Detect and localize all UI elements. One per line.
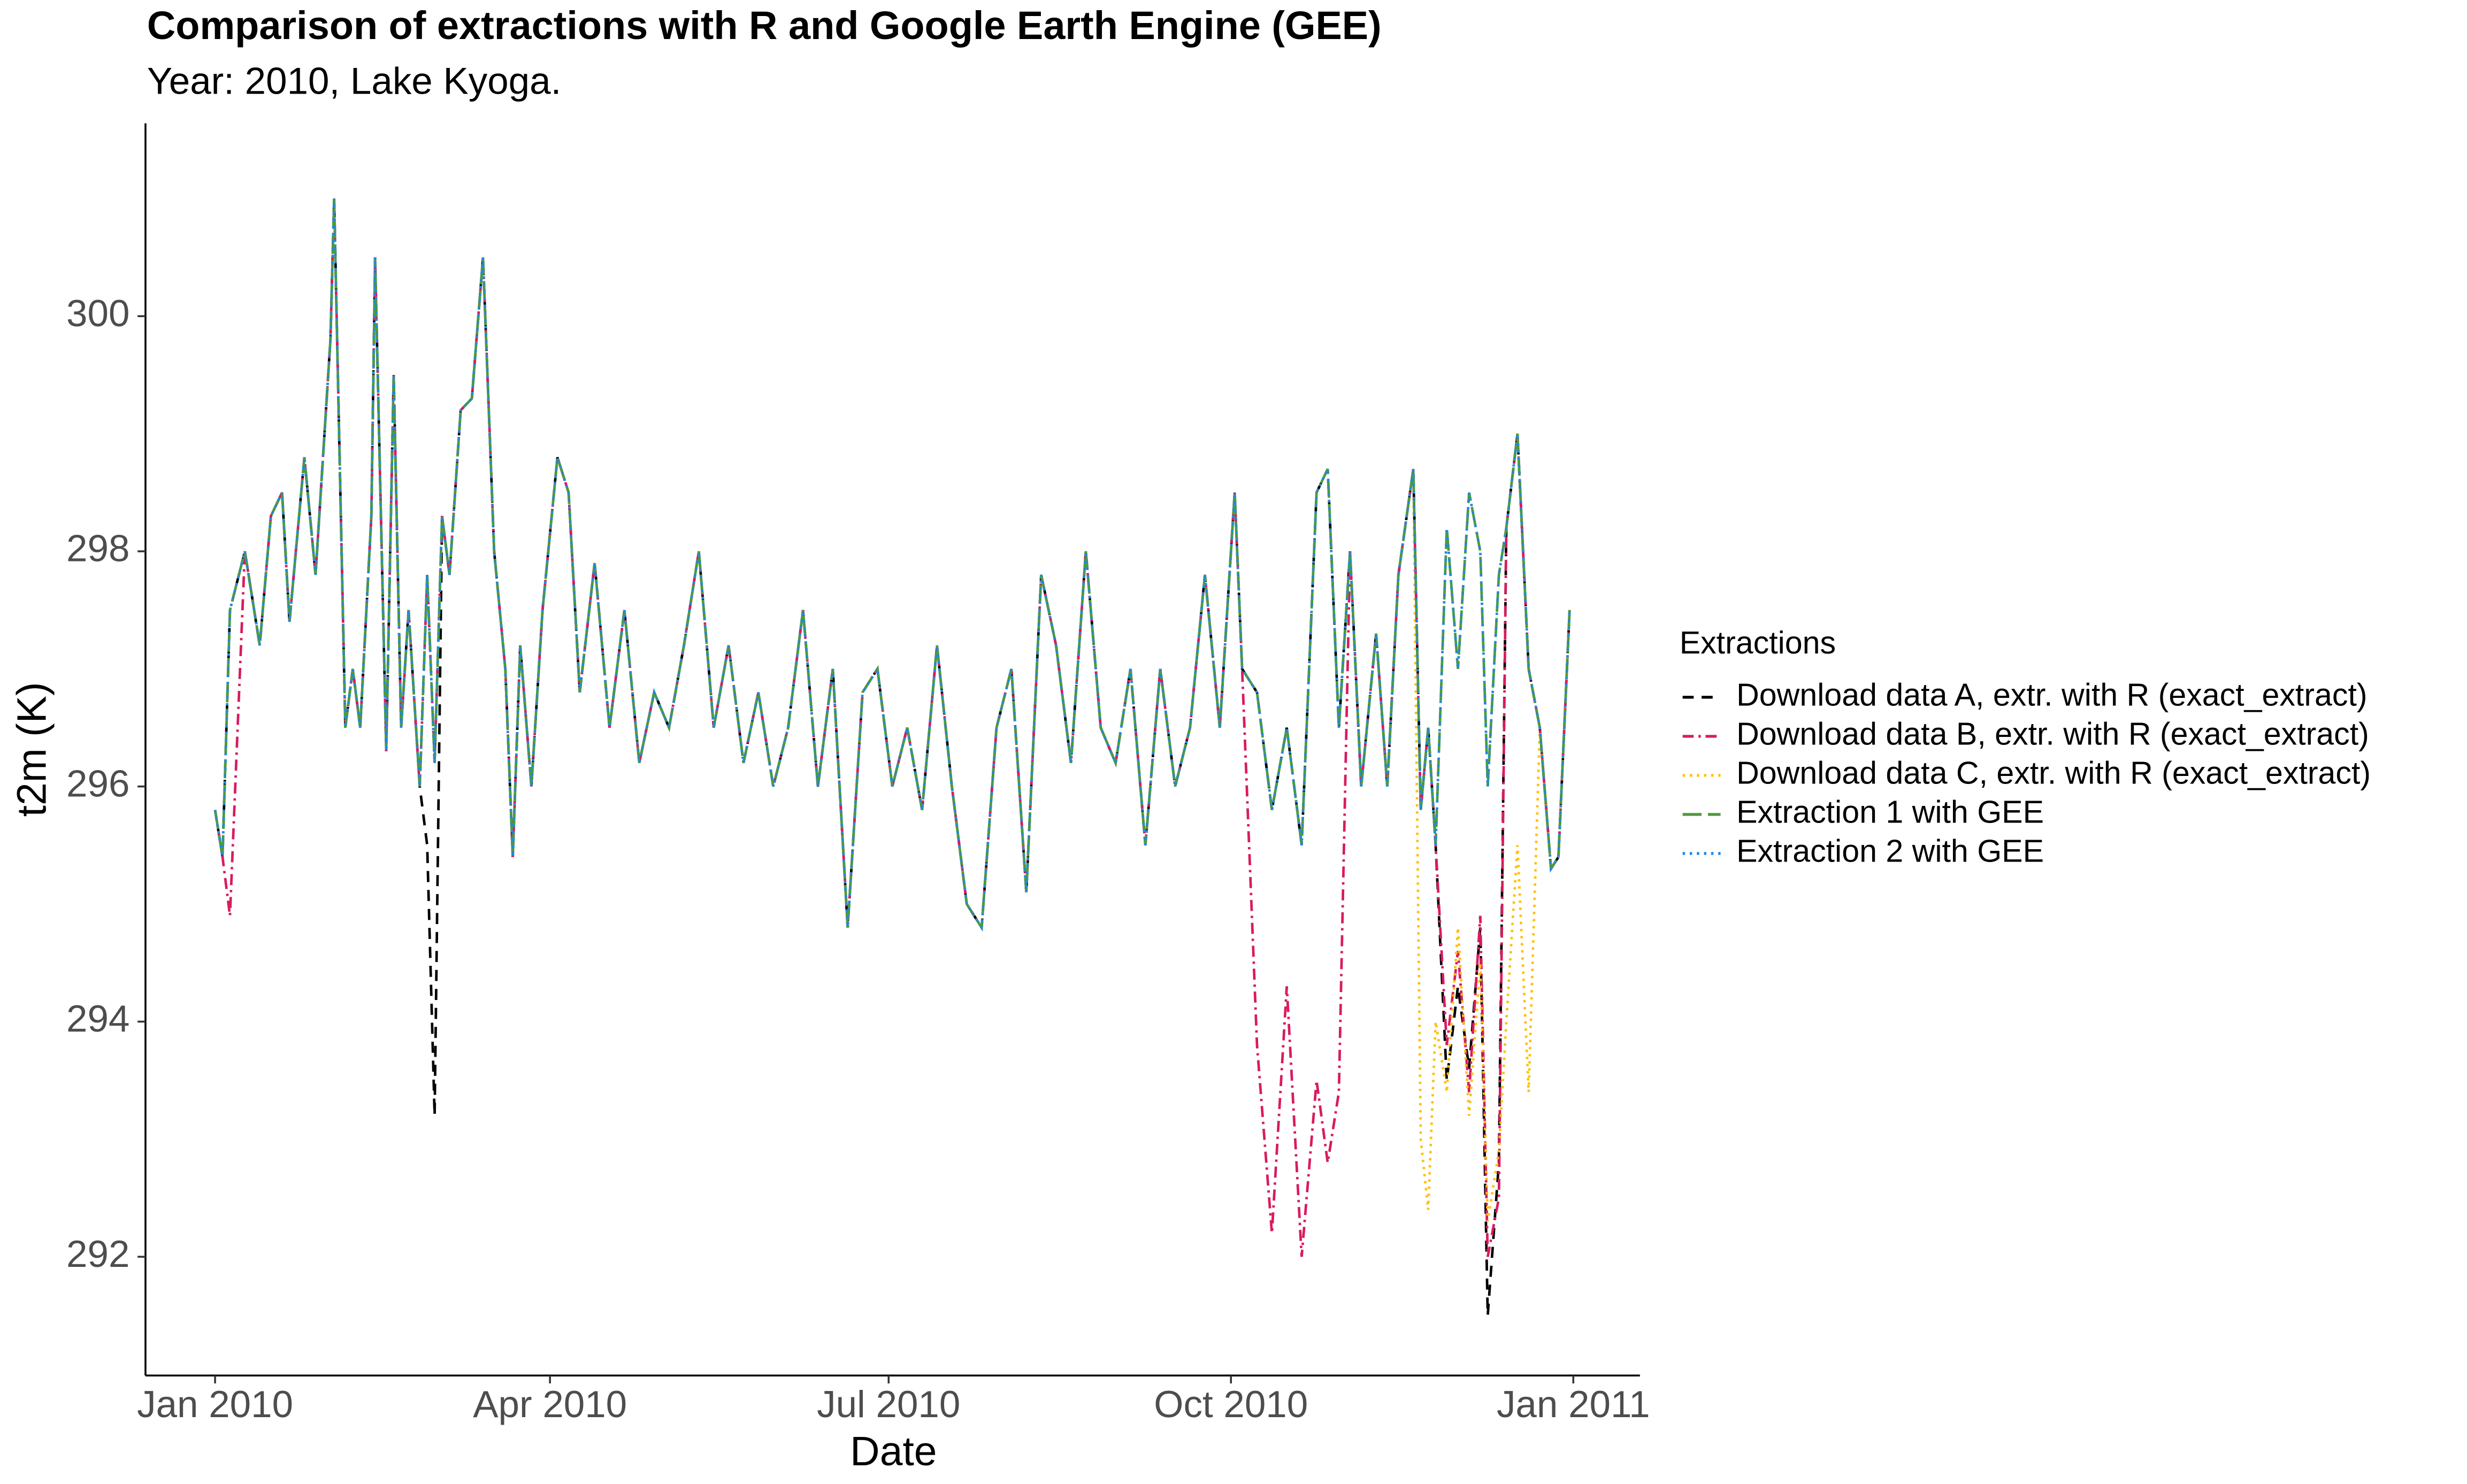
legend-label: Download data C, extr. with R (exact_ext… xyxy=(1736,755,2371,790)
chart-title: Comparison of extractions with R and Goo… xyxy=(147,3,1382,48)
y-tick-label: 296 xyxy=(66,763,129,805)
legend-label: Extraction 1 with GEE xyxy=(1736,794,2044,830)
x-tick-label: Jan 2011 xyxy=(1497,1383,1650,1426)
y-tick-label: 292 xyxy=(66,1233,129,1275)
y-tick-label: 294 xyxy=(66,998,129,1040)
series-line xyxy=(213,198,1571,1222)
y-axis-title: t2m (K) xyxy=(9,682,55,817)
y-tick-label: 300 xyxy=(66,293,129,335)
legend-label: Extraction 2 with GEE xyxy=(1736,833,2044,869)
x-tick-label: Oct 2010 xyxy=(1154,1383,1308,1426)
x-tick-label: Jan 2010 xyxy=(137,1383,293,1426)
x-axis-title: Date xyxy=(850,1428,937,1474)
series-line xyxy=(213,198,1571,932)
legend-label: Download data B, extr. with R (exact_ext… xyxy=(1736,716,2369,751)
series-line xyxy=(213,198,1571,1257)
legend-label: Download data A, extr. with R (exact_ext… xyxy=(1736,676,2367,712)
legend-title: Extractions xyxy=(1680,625,1836,660)
x-tick-label: Jul 2010 xyxy=(817,1383,960,1426)
x-tick-label: Apr 2010 xyxy=(473,1383,627,1426)
y-tick-label: 298 xyxy=(66,528,129,570)
series-line xyxy=(213,198,1571,932)
chart-subtitle: Year: 2010, Lake Kyoga. xyxy=(147,60,561,102)
